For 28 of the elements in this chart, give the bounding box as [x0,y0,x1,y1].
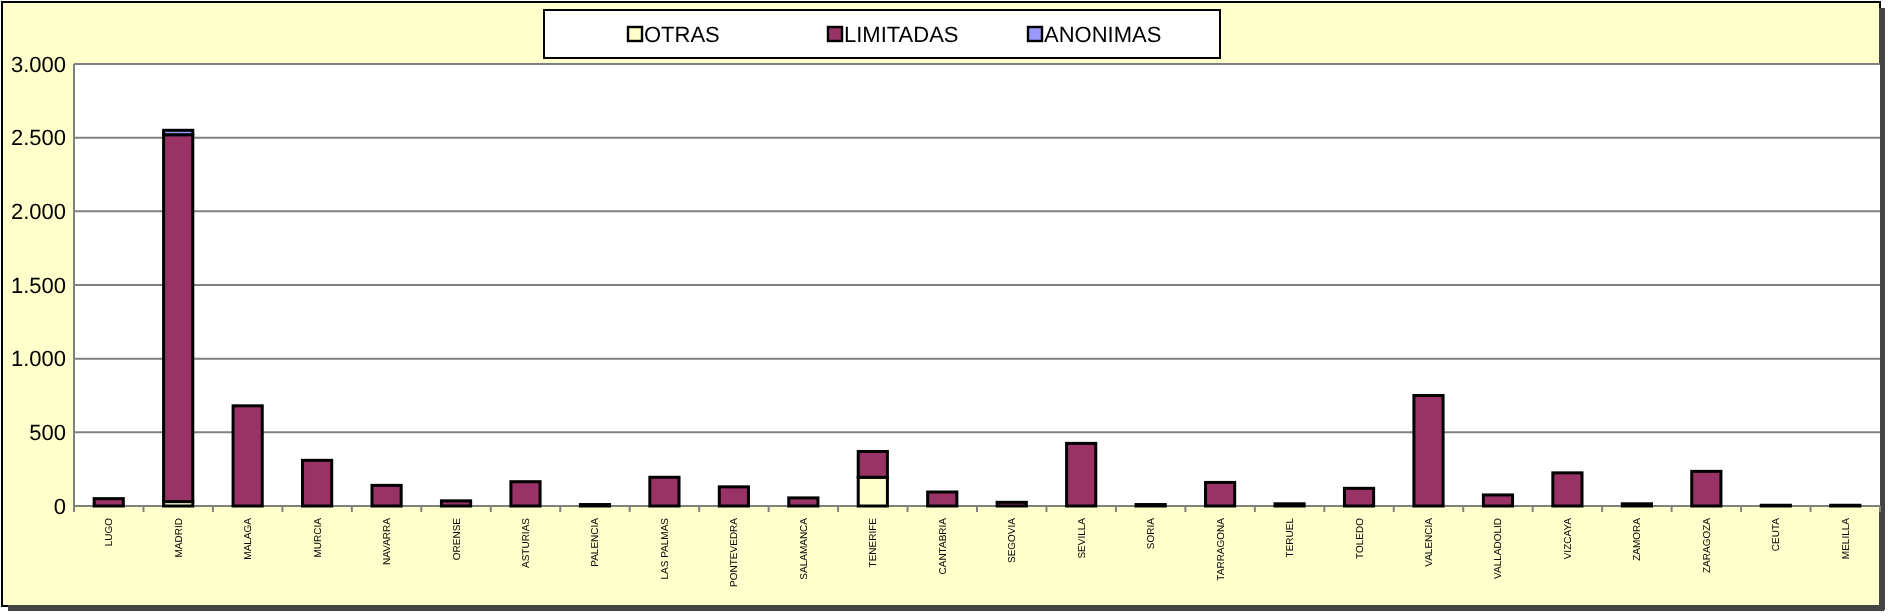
bar [648,475,681,508]
bar [787,496,820,508]
bar [370,483,403,508]
y-tick-label: 3.000 [10,53,66,78]
bar [1481,493,1515,508]
bar [231,404,264,508]
bar [1551,471,1584,508]
bar [301,458,334,508]
y-tick-label: 0 [53,495,66,520]
bar [162,133,195,504]
bar [1412,394,1445,508]
bar [439,499,473,508]
legend-label: OTRAS [644,23,720,48]
legend-label: LIMITADAS [844,23,959,48]
bar [1204,480,1237,508]
bar [509,480,542,508]
bar [1065,441,1098,508]
bar [92,497,125,508]
bar [717,485,750,508]
bar [926,490,959,508]
y-tick-label: 1.000 [10,348,66,373]
y-tick-label: 2.500 [10,127,66,152]
bar [1342,486,1376,508]
y-tick-label: 500 [29,422,66,447]
legend-label: ANONIMAS [1044,23,1162,48]
y-tick-label: 2.000 [10,201,66,226]
bar [1690,469,1723,508]
y-tick-label: 1.500 [10,274,66,299]
